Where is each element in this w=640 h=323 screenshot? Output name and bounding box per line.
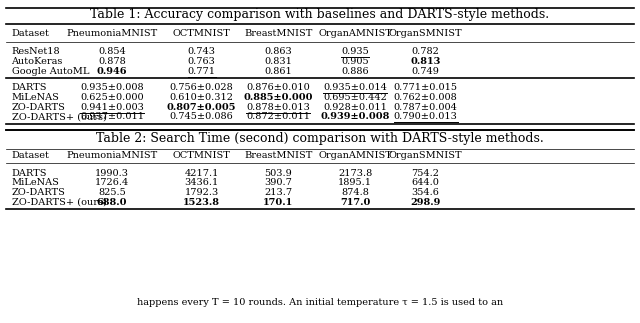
Text: ZO-DARTS+ (ours): ZO-DARTS+ (ours) xyxy=(12,198,106,207)
Text: 0.872±0.011: 0.872±0.011 xyxy=(246,112,310,121)
Text: 0.749: 0.749 xyxy=(412,67,440,76)
Text: 3436.1: 3436.1 xyxy=(184,178,219,187)
Text: 1726.4: 1726.4 xyxy=(95,178,129,187)
Text: 0.885±0.000: 0.885±0.000 xyxy=(244,93,313,102)
Text: 213.7: 213.7 xyxy=(264,188,292,197)
Text: 717.0: 717.0 xyxy=(340,198,371,207)
Text: 170.1: 170.1 xyxy=(263,198,294,207)
Text: OCTMNIST: OCTMNIST xyxy=(173,29,230,38)
Text: 0.787±0.004: 0.787±0.004 xyxy=(394,103,458,112)
Text: OrganSMNIST: OrganSMNIST xyxy=(388,151,463,160)
Text: DARTS: DARTS xyxy=(12,83,47,92)
Text: 0.610±0.312: 0.610±0.312 xyxy=(170,93,234,102)
Text: 0.771±0.015: 0.771±0.015 xyxy=(394,83,458,92)
Text: 0.905: 0.905 xyxy=(341,57,369,66)
Text: 0.878±0.013: 0.878±0.013 xyxy=(246,103,310,112)
Text: BreastMNIST: BreastMNIST xyxy=(244,151,312,160)
Text: 0.743: 0.743 xyxy=(188,47,216,56)
Text: 0.935±0.014: 0.935±0.014 xyxy=(323,83,387,92)
Text: 825.5: 825.5 xyxy=(98,188,126,197)
Text: 0.625±0.000: 0.625±0.000 xyxy=(80,93,144,102)
Text: MiLeNAS: MiLeNAS xyxy=(12,93,60,102)
Text: OrganSMNIST: OrganSMNIST xyxy=(388,29,463,38)
Text: Table 2: Search Time (second) comparison with DARTS-style methods.: Table 2: Search Time (second) comparison… xyxy=(96,132,544,145)
Text: Google AutoML: Google AutoML xyxy=(12,67,89,76)
Text: 0.876±0.010: 0.876±0.010 xyxy=(246,83,310,92)
Text: OCTMNIST: OCTMNIST xyxy=(173,151,230,160)
Text: 0.941±0.003: 0.941±0.003 xyxy=(80,103,144,112)
Text: 0.878: 0.878 xyxy=(98,57,126,66)
Text: OrganAMNIST: OrganAMNIST xyxy=(318,151,392,160)
Text: 0.782: 0.782 xyxy=(412,47,440,56)
Text: ZO-DARTS+ (ours): ZO-DARTS+ (ours) xyxy=(12,112,106,121)
Text: 1792.3: 1792.3 xyxy=(184,188,219,197)
Text: 0.762±0.008: 0.762±0.008 xyxy=(394,93,458,102)
Text: PneumoniaMNIST: PneumoniaMNIST xyxy=(67,29,157,38)
Text: Table 1: Accuracy comparison with baselines and DARTS-style methods.: Table 1: Accuracy comparison with baseli… xyxy=(90,8,550,21)
Text: 0.745±0.086: 0.745±0.086 xyxy=(170,112,234,121)
Text: 0.946: 0.946 xyxy=(97,67,127,76)
Text: OrganAMNIST: OrganAMNIST xyxy=(318,29,392,38)
Text: 874.8: 874.8 xyxy=(341,188,369,197)
Text: 0.790±0.013: 0.790±0.013 xyxy=(394,112,458,121)
Text: 0.756±0.028: 0.756±0.028 xyxy=(170,83,234,92)
Text: 0.831: 0.831 xyxy=(264,57,292,66)
Text: BreastMNIST: BreastMNIST xyxy=(244,29,312,38)
Text: AutoKeras: AutoKeras xyxy=(12,57,63,66)
Text: Dataset: Dataset xyxy=(12,29,49,38)
Text: 0.937±0.011: 0.937±0.011 xyxy=(80,112,144,121)
Text: 0.928±0.011: 0.928±0.011 xyxy=(323,103,387,112)
Text: 1523.8: 1523.8 xyxy=(183,198,220,207)
Text: 4217.1: 4217.1 xyxy=(184,169,219,178)
Text: ZO-DARTS: ZO-DARTS xyxy=(12,103,65,112)
Text: 0.886: 0.886 xyxy=(341,67,369,76)
Text: 298.9: 298.9 xyxy=(410,198,441,207)
Text: happens every T = 10 rounds. An initial temperature τ = 1.5 is used to an: happens every T = 10 rounds. An initial … xyxy=(137,297,503,307)
Text: 1990.3: 1990.3 xyxy=(95,169,129,178)
Text: PneumoniaMNIST: PneumoniaMNIST xyxy=(67,151,157,160)
Text: 0.813: 0.813 xyxy=(410,57,441,66)
Text: 0.771: 0.771 xyxy=(188,67,216,76)
Text: DARTS: DARTS xyxy=(12,169,47,178)
Text: ResNet18: ResNet18 xyxy=(12,47,60,56)
Text: 688.0: 688.0 xyxy=(97,198,127,207)
Text: 0.854: 0.854 xyxy=(98,47,126,56)
Text: 503.9: 503.9 xyxy=(264,169,292,178)
Text: 0.861: 0.861 xyxy=(264,67,292,76)
Text: ZO-DARTS: ZO-DARTS xyxy=(12,188,65,197)
Text: 0.863: 0.863 xyxy=(264,47,292,56)
Text: 0.695±0.442: 0.695±0.442 xyxy=(323,93,387,102)
Text: 0.807±0.005: 0.807±0.005 xyxy=(167,103,236,112)
Text: 0.935: 0.935 xyxy=(341,47,369,56)
Text: 754.2: 754.2 xyxy=(412,169,440,178)
Text: Dataset: Dataset xyxy=(12,151,49,160)
Text: 0.763: 0.763 xyxy=(188,57,216,66)
Text: 390.7: 390.7 xyxy=(264,178,292,187)
Text: 354.6: 354.6 xyxy=(412,188,440,197)
Text: 1895.1: 1895.1 xyxy=(338,178,372,187)
Text: 644.0: 644.0 xyxy=(412,178,440,187)
Text: MiLeNAS: MiLeNAS xyxy=(12,178,60,187)
Text: 0.935±0.008: 0.935±0.008 xyxy=(80,83,144,92)
Text: 2173.8: 2173.8 xyxy=(338,169,372,178)
Text: 0.939±0.008: 0.939±0.008 xyxy=(321,112,390,121)
